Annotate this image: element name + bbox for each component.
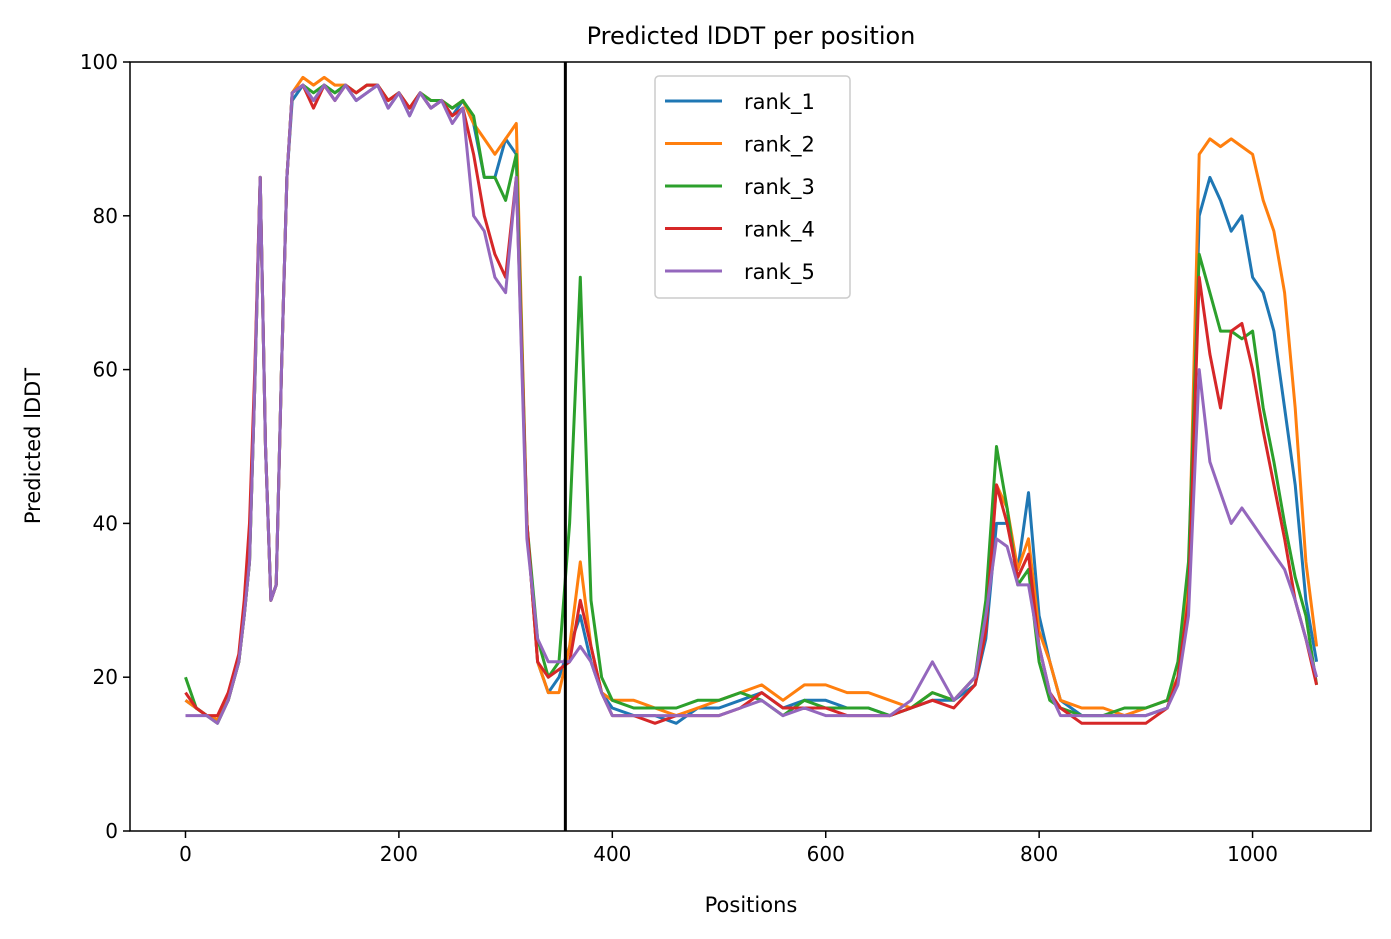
y-tick-label: 60 xyxy=(93,358,118,382)
y-axis-ticks: 0 20 40 60 80 100 xyxy=(80,50,130,843)
x-tick-label: 0 xyxy=(179,842,192,866)
y-tick-label: 0 xyxy=(105,819,118,843)
plot-frame xyxy=(129,61,1372,832)
legend-label-rank_1: rank_1 xyxy=(744,90,815,115)
x-tick-label: 600 xyxy=(807,842,845,866)
legend: rank_1 rank_2 rank_3 rank_4 rank_5 xyxy=(654,75,851,299)
legend-label-rank_3: rank_3 xyxy=(744,175,815,200)
x-axis-ticks: 0 200 400 600 800 1000 xyxy=(179,831,1278,866)
legend-box xyxy=(654,75,851,299)
x-tick-label: 200 xyxy=(380,842,418,866)
x-tick-label: 800 xyxy=(1020,842,1058,866)
legend-label-rank_5: rank_5 xyxy=(744,260,815,285)
y-tick-label: 40 xyxy=(93,511,118,535)
legend-entries: rank_1 rank_2 rank_3 rank_4 rank_5 xyxy=(665,90,815,285)
x-tick-label: 400 xyxy=(593,842,631,866)
x-tick-label: 1000 xyxy=(1227,842,1278,866)
x-axis-title: Positions xyxy=(705,893,798,917)
y-tick-label: 20 xyxy=(93,665,118,689)
chart-title: Predicted lDDT per position xyxy=(587,22,916,50)
legend-label-rank_4: rank_4 xyxy=(744,218,815,243)
series-line-rank_5 xyxy=(185,83,1319,725)
y-axis-title: Predicted lDDT xyxy=(21,368,45,524)
y-tick-label: 100 xyxy=(80,50,118,74)
y-tick-label: 80 xyxy=(93,204,118,228)
series-layer xyxy=(184,75,1319,725)
legend-label-rank_2: rank_2 xyxy=(744,133,815,158)
